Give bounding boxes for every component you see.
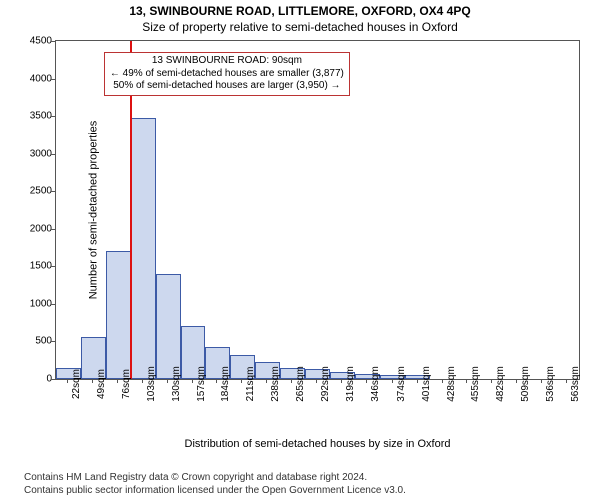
x-tick-mark <box>466 379 467 383</box>
x-tick-label: 292sqm <box>320 366 331 402</box>
histogram-bar <box>106 251 131 379</box>
y-tick-label: 3000 <box>12 148 52 159</box>
x-tick-label: 509sqm <box>520 366 531 402</box>
x-tick-mark <box>366 379 367 383</box>
x-tick-mark <box>266 379 267 383</box>
y-tick-label: 4000 <box>12 73 52 84</box>
x-tick-mark <box>566 379 567 383</box>
x-tick-mark <box>442 379 443 383</box>
annotation-box: 13 SWINBOURNE ROAD: 90sqm ← 49% of semi-… <box>104 52 350 96</box>
y-tick-mark <box>51 79 55 80</box>
x-tick-mark <box>117 379 118 383</box>
x-tick-mark <box>316 379 317 383</box>
y-tick-label: 2500 <box>12 186 52 197</box>
y-tick-label: 2000 <box>12 223 52 234</box>
x-tick-label: 130sqm <box>171 366 182 402</box>
x-tick-label: 211sqm <box>245 367 256 402</box>
x-tick-label: 238sqm <box>270 366 281 402</box>
annotation-larger: 50% of semi-detached houses are larger (… <box>110 80 344 93</box>
x-tick-mark <box>192 379 193 383</box>
x-tick-mark <box>291 379 292 383</box>
x-tick-mark <box>92 379 93 383</box>
chart-container: 13, SWINBOURNE ROAD, LITTLEMORE, OXFORD,… <box>0 0 600 500</box>
x-tick-label: 49sqm <box>96 369 107 399</box>
annotation-smaller: ← 49% of semi-detached houses are smalle… <box>110 68 344 81</box>
x-tick-label: 22sqm <box>71 369 82 399</box>
x-tick-mark <box>516 379 517 383</box>
y-tick-label: 4500 <box>12 36 52 47</box>
y-tick-label: 0 <box>12 374 52 385</box>
y-tick-label: 3500 <box>12 111 52 122</box>
histogram-bar <box>156 274 181 379</box>
x-tick-mark <box>67 379 68 383</box>
y-tick-mark <box>51 379 55 380</box>
y-tick-mark <box>51 229 55 230</box>
y-tick-mark <box>51 304 55 305</box>
annotation-title: 13 SWINBOURNE ROAD: 90sqm <box>110 55 344 68</box>
x-tick-label: 346sqm <box>370 366 381 402</box>
x-tick-label: 184sqm <box>220 366 231 402</box>
chart-title-address: 13, SWINBOURNE ROAD, LITTLEMORE, OXFORD,… <box>0 4 600 18</box>
y-tick-mark <box>51 341 55 342</box>
x-tick-label: 319sqm <box>345 366 356 402</box>
y-tick-mark <box>51 266 55 267</box>
x-tick-mark <box>241 379 242 383</box>
x-tick-mark <box>392 379 393 383</box>
x-tick-label: 157sqm <box>196 366 207 402</box>
x-tick-mark <box>142 379 143 383</box>
x-tick-label: 103sqm <box>146 366 157 402</box>
x-tick-label: 563sqm <box>570 366 581 402</box>
x-tick-label: 482sqm <box>495 366 506 402</box>
x-tick-label: 265sqm <box>295 366 306 402</box>
x-tick-label: 455sqm <box>470 366 481 402</box>
chart-subtitle: Size of property relative to semi-detach… <box>0 20 600 34</box>
y-tick-label: 1000 <box>12 298 52 309</box>
y-tick-label: 1500 <box>12 261 52 272</box>
x-tick-label: 536sqm <box>545 366 556 402</box>
x-tick-mark <box>417 379 418 383</box>
x-tick-label: 401sqm <box>421 366 432 402</box>
x-tick-label: 374sqm <box>396 366 407 402</box>
y-tick-mark <box>51 154 55 155</box>
x-tick-mark <box>167 379 168 383</box>
histogram-bar <box>131 118 156 379</box>
x-axis-label: Distribution of semi-detached houses by … <box>55 438 580 450</box>
y-tick-mark <box>51 191 55 192</box>
x-tick-mark <box>216 379 217 383</box>
x-tick-mark <box>491 379 492 383</box>
x-tick-label: 76sqm <box>121 369 132 399</box>
y-tick-mark <box>51 116 55 117</box>
y-tick-label: 500 <box>12 336 52 347</box>
x-tick-mark <box>341 379 342 383</box>
x-tick-mark <box>541 379 542 383</box>
footer-copyright-2: Contains public sector information licen… <box>24 485 406 496</box>
y-tick-mark <box>51 41 55 42</box>
footer-copyright-1: Contains HM Land Registry data © Crown c… <box>24 472 367 483</box>
x-tick-label: 428sqm <box>446 366 457 402</box>
